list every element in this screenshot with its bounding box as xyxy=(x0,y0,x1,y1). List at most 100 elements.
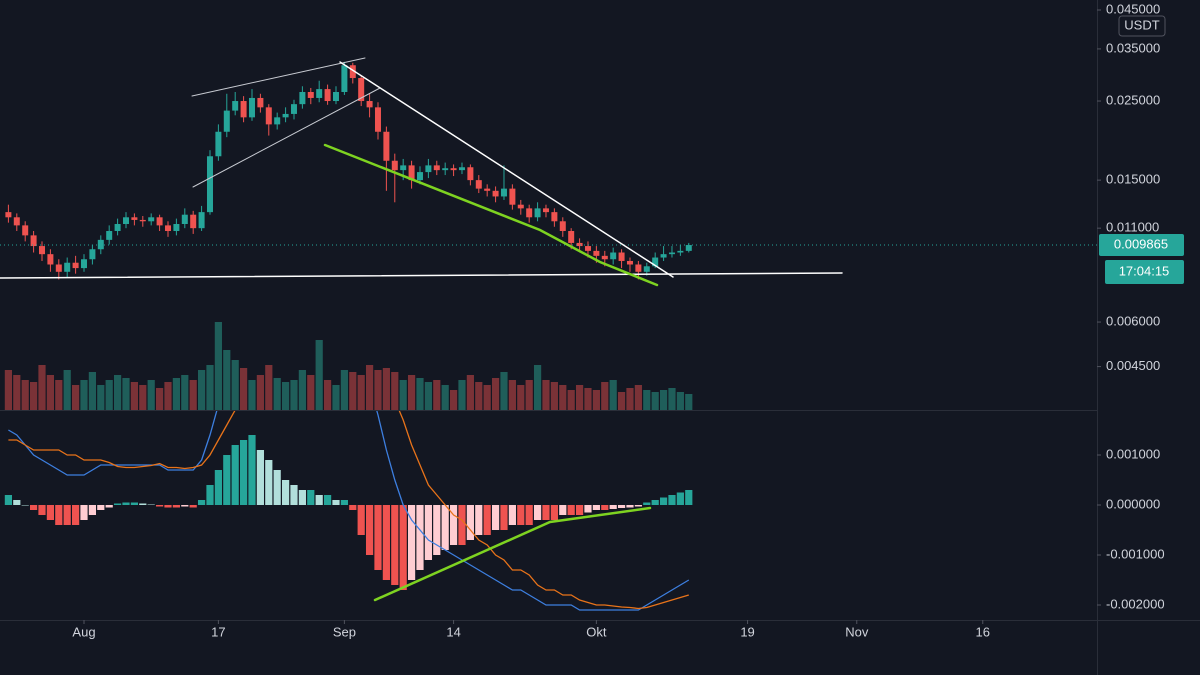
candle-body xyxy=(467,167,474,181)
histogram-bar xyxy=(231,445,239,505)
histogram-bar xyxy=(332,500,340,505)
candle-body xyxy=(114,223,121,232)
candle-body xyxy=(458,167,465,171)
histogram-bar xyxy=(239,440,248,505)
x-tick-label: 17 xyxy=(211,624,225,639)
candle-body xyxy=(5,212,12,218)
histogram-bar xyxy=(483,505,491,535)
candle-body xyxy=(349,65,356,79)
candle-body xyxy=(475,180,482,189)
histogram-bar xyxy=(458,505,466,545)
volume-bar xyxy=(685,394,693,410)
volume-bar xyxy=(139,385,147,410)
volume-bar xyxy=(332,385,340,410)
volume-bar xyxy=(105,380,113,410)
candle-body xyxy=(316,89,323,98)
volume-bar xyxy=(189,380,197,410)
histogram-bar xyxy=(601,505,609,510)
volume-bar xyxy=(449,390,458,410)
volume-bar xyxy=(88,372,96,410)
volume-bar xyxy=(643,390,651,410)
candle-body xyxy=(358,78,365,102)
volume-bar xyxy=(55,380,63,410)
downtrend-line xyxy=(339,61,674,278)
volume-bar xyxy=(475,382,483,410)
volume-bar xyxy=(130,382,138,410)
candle-body xyxy=(282,113,289,118)
histogram-bar xyxy=(223,455,231,505)
y-tick-label: -0.002000 xyxy=(1106,596,1165,611)
candle-body xyxy=(576,242,583,247)
x-tick-label: 14 xyxy=(446,624,460,639)
candle-body xyxy=(324,89,331,102)
histogram-bar xyxy=(290,485,298,505)
volume-bar xyxy=(441,385,449,410)
histogram-bar xyxy=(559,505,567,515)
volume-bar xyxy=(122,378,130,410)
candle-body xyxy=(509,188,516,205)
volume-bar xyxy=(113,375,122,410)
histogram-bar xyxy=(382,505,390,580)
candle-body xyxy=(366,101,373,108)
volume-bar xyxy=(676,392,684,410)
volume-bar xyxy=(181,375,189,410)
axis-labels: Aug 17 Sep 14 Okt 19 Nov 16 0.045000 0.035000 0.02… xyxy=(72,1,1184,639)
candle-body xyxy=(484,188,491,191)
histogram-bar xyxy=(626,505,634,508)
unit-box xyxy=(1118,15,1166,37)
candle-body xyxy=(148,217,155,222)
volume-bar xyxy=(239,368,248,410)
unit-label: USDT xyxy=(1124,17,1159,32)
histogram-bar xyxy=(525,505,533,525)
histogram-bar xyxy=(256,450,264,505)
histogram-bar xyxy=(517,505,525,525)
candle-body xyxy=(517,204,524,209)
histogram-bar xyxy=(365,505,374,555)
volume-bar xyxy=(38,365,46,410)
volume-bar xyxy=(21,380,29,410)
histogram-bar xyxy=(500,505,508,530)
volume-bar xyxy=(491,378,500,410)
candle-body xyxy=(391,160,398,171)
volume-bar xyxy=(575,385,584,410)
volume-bar xyxy=(155,388,164,410)
candle-body xyxy=(626,260,633,265)
candle-body xyxy=(173,223,180,232)
candle-body xyxy=(425,165,432,173)
histogram-bar xyxy=(609,505,617,509)
histogram-bar xyxy=(407,505,416,580)
histogram-bar xyxy=(55,505,63,525)
histogram-bar xyxy=(181,505,189,507)
candle-body xyxy=(685,245,692,251)
candle-body xyxy=(500,188,507,197)
y-tick-label: 0.000000 xyxy=(1106,496,1160,511)
candle-body xyxy=(223,110,230,132)
y-tick-label: 0.045000 xyxy=(1106,1,1160,16)
volume-bar xyxy=(659,390,668,410)
volume-bar xyxy=(231,360,239,410)
candle-body xyxy=(559,221,566,232)
histogram-bar xyxy=(449,505,458,545)
candle-body xyxy=(668,252,675,255)
macd-pane xyxy=(4,411,693,611)
candle-body xyxy=(299,91,306,105)
histogram-bar xyxy=(21,505,29,506)
volume-bar xyxy=(13,375,21,410)
histogram-bar xyxy=(273,470,281,505)
candle-body xyxy=(584,246,591,251)
histogram-bar xyxy=(416,505,424,570)
candle-body xyxy=(290,104,297,114)
x-tick-label: Nov xyxy=(845,624,869,639)
candle-body xyxy=(542,208,549,213)
histogram-bar xyxy=(71,505,80,525)
histogram-bar xyxy=(265,460,273,505)
volume-bar xyxy=(508,380,516,410)
volume-bar xyxy=(617,392,626,410)
histogram-bar xyxy=(659,497,668,505)
volume-bar xyxy=(365,365,374,410)
volume-bar xyxy=(634,385,642,410)
volume-bar xyxy=(223,350,231,410)
histogram-bar xyxy=(374,505,382,570)
candle-body xyxy=(274,117,281,125)
volume-bar xyxy=(483,385,491,410)
